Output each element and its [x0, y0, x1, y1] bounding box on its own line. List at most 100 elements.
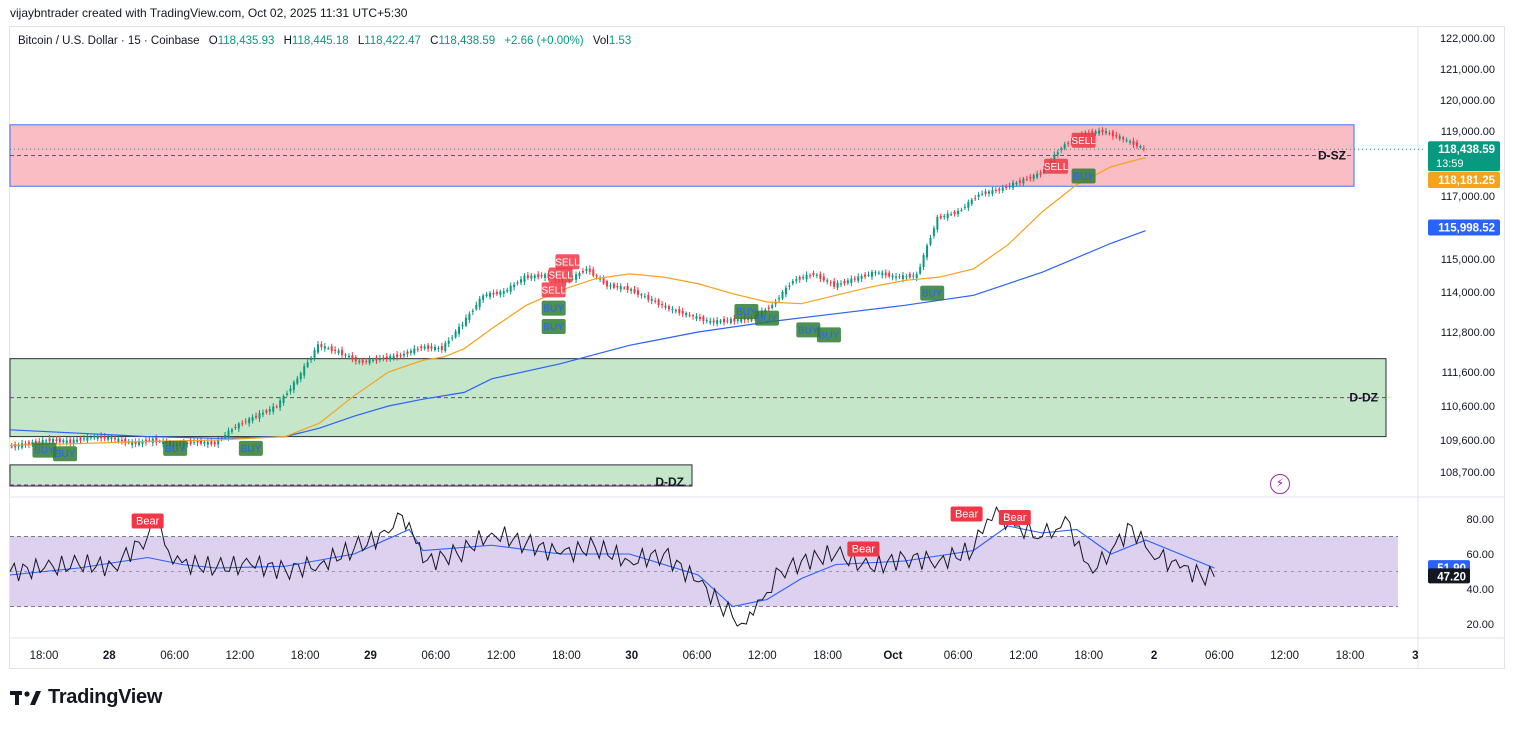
candle-body: [1115, 134, 1118, 137]
buy-signal: [816, 327, 841, 343]
sell-signal: [548, 267, 573, 283]
lightning-icon[interactable]: ⚡: [1270, 474, 1290, 494]
candle-body: [1012, 182, 1015, 188]
candle-body: [815, 274, 818, 276]
candle-body: [702, 316, 705, 322]
candle-body: [279, 400, 282, 408]
candle-body: [537, 274, 540, 278]
candle-body: [1091, 131, 1094, 134]
candle-body: [877, 272, 880, 274]
candle-body: [822, 276, 825, 281]
candle-body: [533, 275, 536, 279]
candle-body: [581, 271, 584, 273]
candle-body: [998, 188, 1001, 191]
low-value: 118,422.47: [364, 35, 421, 47]
candle-body: [716, 320, 719, 324]
demand-zone: [9, 464, 693, 487]
candle-body: [695, 316, 698, 319]
ema-fast-line: [9, 157, 1146, 446]
candle-body: [650, 298, 653, 301]
candle-body: [155, 437, 158, 443]
candle-body: [313, 350, 316, 358]
signal-label: SELL: [555, 257, 580, 268]
candle-body: [409, 350, 412, 353]
candle-body: [1139, 146, 1142, 148]
candle-body: [55, 439, 58, 442]
candle-body: [1043, 168, 1046, 174]
candle-body: [120, 439, 123, 441]
candle-body: [981, 193, 984, 195]
buy-signal: [541, 300, 566, 316]
candle-body: [244, 421, 247, 423]
signal-label: SELL: [548, 271, 573, 282]
bear-divergence-tag: [131, 513, 164, 529]
candle-body: [1039, 172, 1042, 175]
candle-body: [475, 304, 478, 310]
candle-body: [478, 298, 481, 308]
candle-body: [1142, 148, 1145, 150]
candle-body: [1135, 142, 1138, 147]
candle-body: [275, 406, 278, 408]
tradingview-logo[interactable]: TradingView: [10, 686, 162, 709]
candle-body: [798, 277, 801, 280]
candle-body: [1005, 186, 1008, 189]
candle-body: [953, 211, 956, 215]
candle-body: [361, 359, 364, 363]
candle-body: [447, 340, 450, 344]
candle-body: [860, 275, 863, 279]
candle-body: [468, 313, 471, 320]
candle-body: [936, 216, 939, 230]
candle-body: [1053, 154, 1056, 163]
candle-body: [406, 351, 409, 354]
candle-body: [733, 318, 736, 322]
buy-signal: [1071, 168, 1096, 184]
candle-body: [1067, 143, 1070, 145]
candle-body: [612, 283, 615, 288]
candle-body: [299, 372, 302, 380]
change-value: +2.66 (+0.00%): [504, 35, 584, 47]
time-tick-label: Oct: [883, 650, 902, 662]
candle-body: [970, 199, 973, 204]
candle-body: [977, 194, 980, 197]
candle-body: [86, 436, 89, 441]
candle-body: [464, 317, 467, 326]
candle-body: [698, 316, 701, 320]
candle-body: [912, 275, 915, 277]
time-tick-label: 12:00: [226, 650, 255, 662]
open-label: O: [208, 35, 218, 47]
candle-body: [430, 346, 433, 349]
candle-body: [791, 281, 794, 284]
signal-label: BUY: [757, 314, 778, 325]
candle-body: [602, 278, 605, 284]
candle-body: [134, 441, 137, 445]
time-tick-label: 12:00: [487, 650, 516, 662]
candle-body: [427, 345, 430, 349]
candle-body: [10, 446, 13, 448]
candle-body: [523, 275, 526, 282]
symbol-name[interactable]: Bitcoin / U.S. Dollar · 15 · Coinbase: [18, 35, 200, 47]
price-tick-label: 117,000.00: [1441, 191, 1495, 203]
candle-body: [908, 274, 911, 278]
candle-body: [595, 275, 598, 277]
zones-layer: D-SZ D-DZ D-DZ: [9, 124, 1387, 489]
candle-body: [265, 410, 268, 413]
axis-price-text: 118,438.59: [1438, 144, 1495, 156]
buy-signal: [734, 304, 759, 319]
candle-body: [723, 318, 726, 323]
price-tick-label: 109,600.00: [1440, 435, 1495, 447]
candle-body: [303, 366, 306, 376]
candle-body: [413, 348, 416, 354]
candle-body: [69, 439, 72, 443]
attribution: vijaybntrader created with TradingView.c…: [10, 6, 408, 20]
candle-body: [489, 293, 492, 297]
candle-body: [196, 441, 199, 443]
buy-signal: [53, 446, 78, 462]
time-tick-label: 28: [103, 650, 116, 662]
candle-body: [423, 346, 426, 349]
rsi-tick-label: 20.00: [1466, 619, 1494, 631]
candle-body: [268, 409, 271, 412]
candle-body: [79, 437, 82, 441]
time-tick-label: 06:00: [1205, 650, 1234, 662]
candle-body: [857, 276, 860, 281]
